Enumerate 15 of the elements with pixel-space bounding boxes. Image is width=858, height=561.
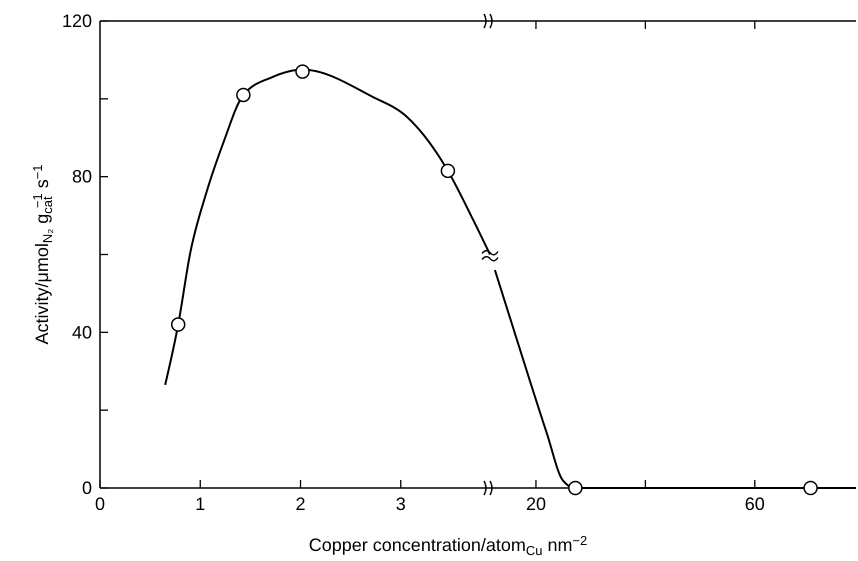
point xyxy=(295,64,310,79)
point xyxy=(440,164,456,178)
point xyxy=(236,88,251,102)
x-tick-label: 0 xyxy=(94,494,106,514)
x-axis-title: Copper concentration/atom$_{Cu}$ nm$^{−2}$ xyxy=(308,533,588,558)
y-tick-label: 80 xyxy=(72,166,92,187)
x-tick-label: 1 xyxy=(195,494,206,514)
y-tick-label: 40 xyxy=(72,322,92,342)
y-tick-label: 0 xyxy=(82,478,92,498)
x-tick-label: 2 xyxy=(296,494,306,514)
point xyxy=(170,317,186,332)
y-tick-label: 120 xyxy=(62,11,92,31)
x-tick-label: 3 xyxy=(396,494,406,514)
x-tick-label: 20 xyxy=(526,494,546,514)
x-tick-label: 60 xyxy=(744,494,765,514)
